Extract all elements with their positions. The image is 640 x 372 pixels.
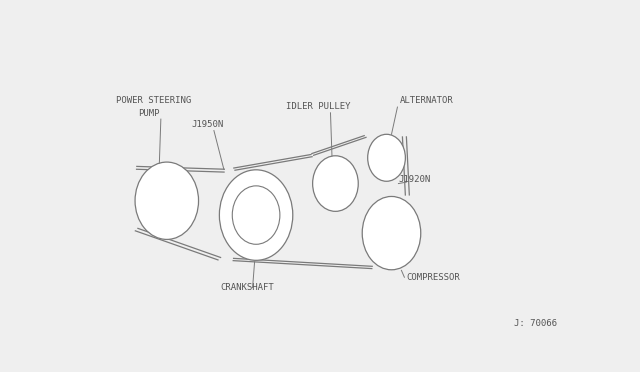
Text: J1950N: J1950N <box>191 120 224 129</box>
Ellipse shape <box>232 186 280 244</box>
Ellipse shape <box>220 170 292 260</box>
Text: ALTERNATOR: ALTERNATOR <box>400 96 454 105</box>
Text: CRANKSHAFT: CRANKSHAFT <box>221 283 275 292</box>
Ellipse shape <box>312 156 358 211</box>
Text: PUMP: PUMP <box>138 109 160 118</box>
Text: J: 70066: J: 70066 <box>514 319 557 328</box>
Ellipse shape <box>367 134 405 181</box>
Text: COMPRESSOR: COMPRESSOR <box>406 273 460 282</box>
Text: POWER STEERING: POWER STEERING <box>116 96 191 105</box>
Ellipse shape <box>135 162 198 240</box>
Ellipse shape <box>362 196 420 270</box>
Text: IDLER PULLEY: IDLER PULLEY <box>286 102 350 111</box>
Text: J1920N: J1920N <box>399 174 431 183</box>
